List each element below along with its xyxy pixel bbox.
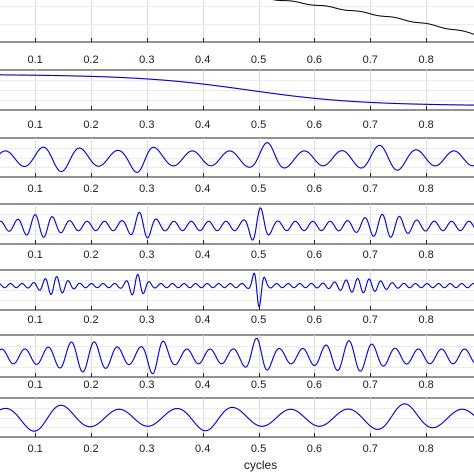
x-tick-label: 0.4	[195, 54, 210, 66]
series-line	[0, 142, 474, 173]
x-tick-label: 0.1	[27, 183, 42, 195]
x-tick-label: 0.4	[195, 379, 210, 391]
x-tick-label: 0.3	[139, 119, 154, 131]
x-tick-label: 0.7	[363, 249, 378, 261]
x-tick-label: 0.4	[195, 443, 210, 455]
subplot-4: 0.1 0.2 0.3 0.4 0.5 0.6 0.7 0.8	[0, 203, 474, 261]
x-tick-label: 0.3	[139, 314, 154, 326]
x-tick-label: 0.7	[363, 314, 378, 326]
series-line	[272, 0, 474, 35]
x-tick-label: 0.7	[363, 183, 378, 195]
x-tick-label: 0.8	[418, 249, 433, 261]
x-tick-label: 0.1	[27, 314, 42, 326]
x-tick-label: 0.5	[251, 379, 266, 391]
subplot-3: 0.1 0.2 0.3 0.4 0.5 0.6 0.7 0.8	[0, 137, 474, 195]
x-tick-label: 0.6	[307, 119, 322, 131]
series-line	[0, 272, 474, 308]
x-tick-label: 0.2	[83, 183, 98, 195]
x-tick-label: 0.3	[139, 54, 154, 66]
series-line	[0, 74, 474, 106]
x-tick-label: 0.6	[307, 379, 322, 391]
x-tick-label: 0.8	[418, 314, 433, 326]
x-tick-label: 0.1	[27, 249, 42, 261]
series-line	[0, 337, 474, 375]
x-tick-label: 0.1	[27, 54, 42, 66]
x-tick-label: 0.7	[363, 54, 378, 66]
x-tick-label: 0.4	[195, 314, 210, 326]
series-line	[0, 207, 474, 241]
x-tick-label: 0.5	[251, 54, 266, 66]
x-tick-label: 0.6	[307, 183, 322, 195]
x-tick-label: 0.3	[139, 443, 154, 455]
x-tick-label: 0.5	[251, 249, 266, 261]
x-tick-label: 0.3	[139, 183, 154, 195]
subplot-5: 0.1 0.2 0.3 0.4 0.5 0.6 0.7 0.8	[0, 269, 474, 326]
x-tick-label: 0.8	[418, 379, 433, 391]
subplot-6: 0.1 0.2 0.3 0.4 0.5 0.6 0.7 0.8	[0, 334, 474, 391]
x-axis-label: cycles	[244, 458, 277, 472]
x-tick-label: 0.6	[307, 249, 322, 261]
x-tick-label: 0.4	[195, 249, 210, 261]
x-tick-label: 0.2	[83, 379, 98, 391]
x-tick-label: 0.8	[418, 183, 433, 195]
x-tick-label: 0.2	[83, 249, 98, 261]
x-tick-label: 0.5	[251, 119, 266, 131]
x-tick-label: 0.2	[83, 314, 98, 326]
x-tick-label: 0.4	[195, 119, 210, 131]
subplot-7: 0.1 0.2 0.3 0.4 0.5 0.6 0.7 0.8 cycles	[0, 397, 474, 472]
series-line	[0, 403, 474, 432]
x-tick-label: 0.5	[251, 183, 266, 195]
x-tick-label: 0.1	[27, 443, 42, 455]
x-tick-label: 0.2	[83, 54, 98, 66]
x-tick-label: 0.5	[251, 314, 266, 326]
x-tick-label: 0.7	[363, 443, 378, 455]
x-tick-label: 0.6	[307, 54, 322, 66]
x-tick-label: 0.3	[139, 379, 154, 391]
x-tick-label: 0.7	[363, 119, 378, 131]
x-tick-label: 0.8	[418, 443, 433, 455]
x-tick-label: 0.4	[195, 183, 210, 195]
x-tick-label: 0.1	[27, 379, 42, 391]
subplot-2: 0.1 0.2 0.3 0.4 0.5 0.6 0.7 0.8	[0, 69, 474, 131]
x-tick-label: 0.5	[251, 443, 266, 455]
x-tick-label: 0.8	[418, 54, 433, 66]
x-tick-label: 0.1	[27, 119, 42, 131]
x-tick-label: 0.7	[363, 379, 378, 391]
x-tick-label: 0.2	[83, 443, 98, 455]
x-tick-label: 0.2	[83, 119, 98, 131]
plot-area	[0, 397, 474, 438]
x-tick-label: 0.6	[307, 443, 322, 455]
x-tick-label: 0.3	[139, 249, 154, 261]
plot-area	[0, 137, 474, 178]
x-tick-label: 0.6	[307, 314, 322, 326]
subplot-1: 0.1 0.2 0.3 0.4 0.5 0.6 0.7 0.8	[0, 0, 474, 66]
x-tick-label: 0.8	[418, 119, 433, 131]
